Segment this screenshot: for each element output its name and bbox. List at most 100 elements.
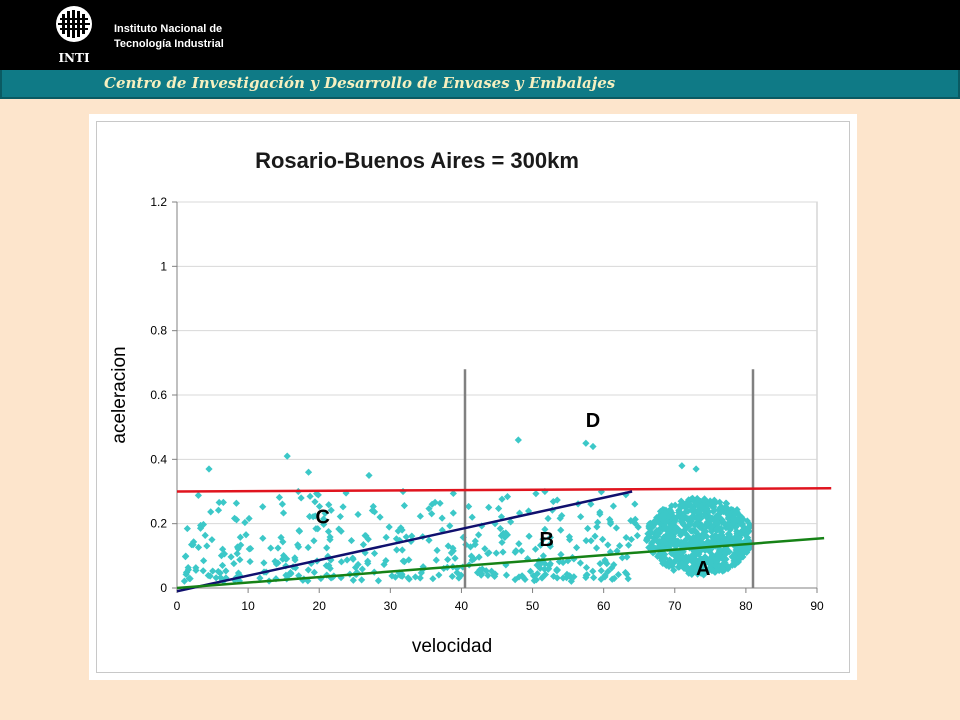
data-point (698, 563, 707, 571)
data-point (536, 564, 544, 572)
reference-line-green (176, 536, 825, 590)
data-point (217, 552, 226, 560)
data-point (466, 543, 475, 551)
data-point (199, 567, 207, 575)
data-point (227, 553, 235, 561)
data-point (295, 526, 303, 535)
data-point (531, 545, 540, 553)
data-point (687, 501, 695, 510)
data-point (325, 501, 333, 509)
data-point (204, 571, 212, 580)
data-point (663, 518, 671, 526)
data-point (425, 505, 433, 513)
data-point (347, 536, 356, 545)
data-point (653, 532, 662, 540)
data-point (669, 540, 677, 548)
data-point (614, 570, 622, 579)
data-point (485, 503, 493, 512)
chart-title: Rosario-Buenos Aires = 300km (255, 148, 579, 173)
data-point (205, 465, 213, 473)
data-point (313, 490, 321, 498)
data-point (708, 551, 717, 559)
data-point (349, 576, 357, 584)
data-point (448, 572, 456, 580)
data-point (310, 568, 318, 576)
data-point (709, 498, 717, 507)
data-point (497, 513, 506, 521)
data-point (596, 510, 604, 518)
data-point (696, 555, 704, 563)
data-point (587, 500, 595, 508)
data-point (714, 554, 723, 563)
data-point (724, 515, 733, 523)
data-point (393, 546, 401, 554)
data-point (487, 567, 496, 575)
data-point (388, 572, 396, 580)
data-point (634, 523, 642, 531)
center-banner: Centro de Investigación y Desarrollo de … (0, 70, 960, 99)
data-point (358, 576, 366, 584)
x-tick-label: 20 (313, 599, 327, 613)
data-point (180, 577, 189, 585)
data-point (532, 490, 540, 498)
data-point (274, 544, 282, 552)
data-point (538, 574, 546, 582)
data-point (282, 555, 290, 563)
data-point (691, 527, 699, 535)
data-point (713, 566, 721, 574)
data-point (671, 557, 679, 565)
data-point (700, 497, 708, 505)
data-point (631, 515, 639, 523)
data-point (700, 571, 708, 579)
data-point (524, 507, 533, 515)
inti-logo: INTI (56, 6, 92, 65)
data-point (566, 536, 574, 544)
data-point (715, 506, 723, 514)
data-point (701, 554, 710, 562)
data-point (596, 560, 604, 568)
data-point (399, 557, 407, 565)
data-point (598, 535, 607, 543)
data-point (693, 529, 701, 538)
data-point (222, 574, 230, 582)
x-tick-label: 60 (597, 599, 611, 613)
data-point (724, 530, 732, 538)
data-point (515, 573, 523, 581)
data-point (492, 549, 500, 557)
data-point (207, 508, 215, 516)
data-point (567, 577, 575, 585)
data-point (717, 538, 726, 547)
data-point (536, 560, 545, 568)
data-point (444, 542, 452, 550)
data-point (697, 561, 705, 569)
data-point (624, 541, 633, 549)
data-point (678, 541, 686, 549)
x-tick-label: 10 (241, 599, 255, 613)
data-point (304, 566, 312, 574)
data-point (453, 569, 461, 577)
data-point (661, 539, 669, 547)
data-point (532, 576, 540, 584)
data-point (645, 522, 653, 530)
data-point (584, 524, 592, 533)
header-bar: INTI Instituto Nacional de Tecnología In… (0, 0, 960, 70)
data-point (710, 506, 719, 514)
data-point (726, 523, 734, 532)
data-point (380, 560, 388, 569)
data-point (597, 567, 605, 575)
institution-name: Instituto Nacional de Tecnología Industr… (114, 22, 224, 52)
data-point (215, 498, 223, 507)
data-point (705, 512, 713, 521)
data-point (647, 539, 656, 547)
data-point (449, 489, 457, 498)
data-point (582, 439, 590, 447)
data-point (703, 540, 711, 548)
data-point (665, 531, 673, 539)
x-tick-label: 30 (384, 599, 398, 613)
data-point (675, 506, 683, 515)
data-point (746, 521, 754, 529)
data-point (675, 563, 684, 571)
data-point (259, 534, 267, 542)
data-point (539, 552, 547, 560)
data-point (267, 544, 275, 552)
